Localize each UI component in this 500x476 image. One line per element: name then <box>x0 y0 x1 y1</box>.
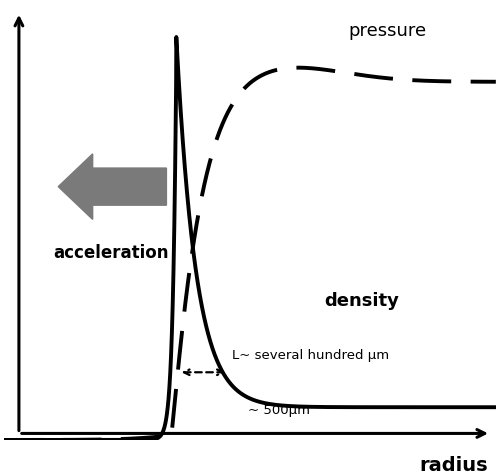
Text: ~ 500μm: ~ 500μm <box>248 403 310 416</box>
Text: acceleration: acceleration <box>54 244 169 262</box>
Text: pressure: pressure <box>348 21 426 40</box>
Text: L~ several hundred μm: L~ several hundred μm <box>232 348 389 362</box>
Text: density: density <box>324 292 398 309</box>
Text: radius: radius <box>420 456 488 474</box>
FancyArrow shape <box>58 155 166 220</box>
